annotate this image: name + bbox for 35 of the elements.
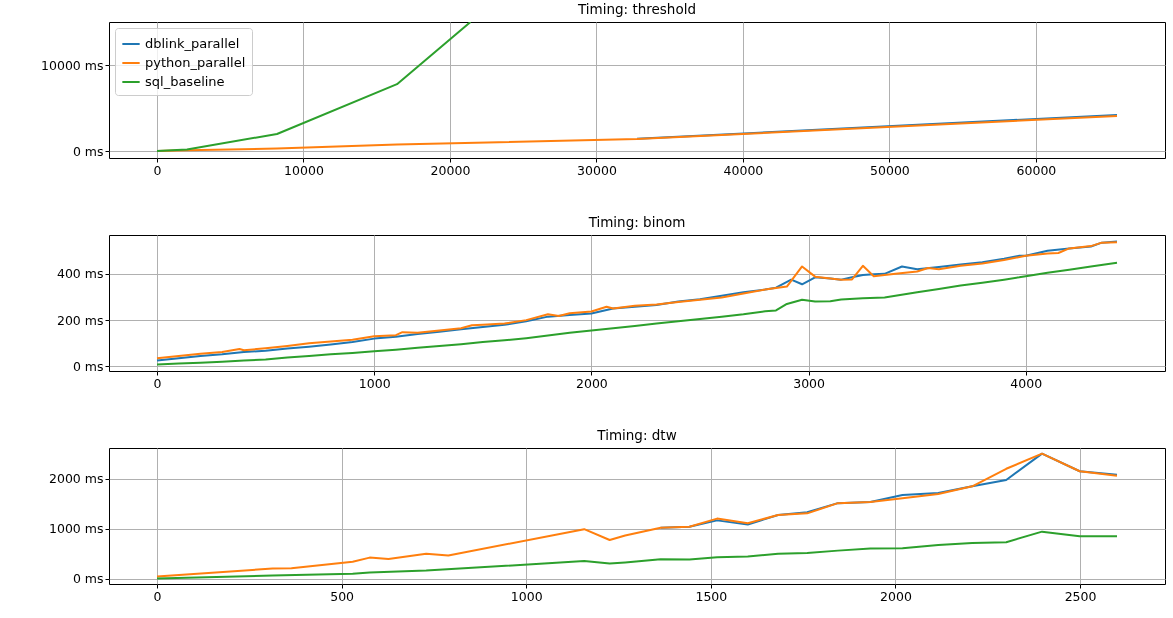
x-tick-label: 20000 — [430, 162, 471, 178]
x-tick-label: 1000 — [510, 588, 543, 604]
line-series — [156, 530, 1118, 580]
x-tick-label: 50000 — [870, 162, 910, 178]
legend-label: dblink_parallel — [145, 36, 240, 51]
x-tick-label: 1000 — [358, 375, 391, 391]
x-tick-label: 2000 — [575, 375, 608, 391]
x-tick-label: 2000 — [880, 588, 912, 604]
x-tick-label: 10000 — [284, 162, 324, 178]
x-tick-label: 40000 — [723, 162, 764, 178]
x-tick-label: 0 — [153, 375, 162, 391]
y-tick-label: 2000 ms — [49, 471, 104, 487]
line-series — [156, 452, 1118, 578]
legend-label: python_parallel — [145, 55, 246, 70]
y-tick-label: 1000 ms — [49, 521, 104, 537]
x-tick-label: 3000 — [793, 375, 826, 391]
line-series — [156, 261, 1118, 366]
legend-label: sql_baseline — [145, 74, 225, 89]
y-tick-label: 200 ms — [56, 312, 104, 328]
y-tick-label: 0 ms — [72, 358, 104, 374]
y-tick-label: 10000 ms — [41, 57, 104, 73]
x-tick-label: 0 — [153, 588, 162, 604]
y-tick-label: 0 ms — [72, 571, 104, 587]
chart-title: Timing: dtw — [596, 426, 677, 443]
x-tick-label: 2500 — [1064, 588, 1097, 604]
x-tick-label: 4000 — [1010, 375, 1043, 391]
x-tick-label: 30000 — [577, 162, 617, 178]
chart-title: Timing: binom — [587, 213, 686, 230]
x-tick-label: 500 — [330, 588, 355, 604]
y-tick-label: 400 ms — [56, 266, 104, 282]
x-tick-label: 60000 — [1016, 162, 1057, 178]
chart-title: Timing: threshold — [576, 0, 697, 17]
x-tick-label: 0 — [153, 162, 162, 178]
x-tick-label: 1500 — [695, 588, 728, 604]
y-tick-label: 0 ms — [72, 143, 104, 159]
